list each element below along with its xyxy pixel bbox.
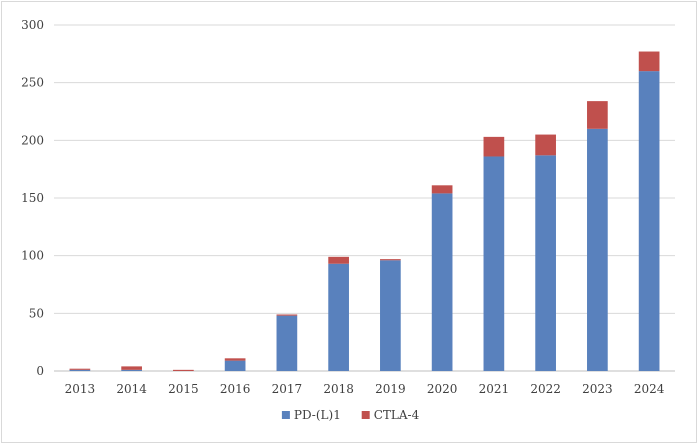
legend-swatch [281, 411, 290, 419]
bar-ctla-4-2016 [224, 358, 246, 361]
bar-ctla-4-2017 [276, 314, 298, 316]
bar-pd-l-1-2018 [328, 263, 349, 371]
x-tick-label: 2015 [168, 382, 199, 396]
bar-pd-l-1-2022 [535, 155, 556, 371]
y-axis: 0 50 100 150 200 250 300 [21, 18, 44, 378]
y-tick-label: 300 [21, 18, 44, 32]
bar-ctla-4-2019 [380, 259, 401, 261]
legend-label: PD-(L)1 [294, 408, 341, 422]
bar-ctla-4-2013 [69, 368, 91, 370]
x-tick-label: 2019 [375, 382, 406, 396]
y-tick-label: 100 [21, 249, 44, 263]
gridlines [54, 24, 675, 372]
x-axis: 2013 2014 2015 2016 2017 2018 2019 2020 2021 2022… [65, 382, 665, 396]
x-tick-label: 2021 [479, 382, 510, 396]
legend-label: CTLA-4 [374, 408, 420, 422]
bar-ctla-4-2022 [535, 134, 556, 156]
x-tick-label: 2020 [427, 382, 458, 396]
x-tick-label: 2016 [220, 382, 251, 396]
bar-ctla-4-2018 [328, 256, 349, 264]
x-tick-label: 2024 [634, 382, 665, 396]
bar-pd-l-1-2016 [224, 360, 246, 371]
x-tick-label: 2014 [116, 382, 147, 396]
x-tick-label: 2018 [323, 382, 354, 396]
y-tick-label: 50 [29, 306, 44, 320]
legend: PD-(L)1 CTLA-4 [281, 408, 420, 422]
bar-pd-l-1-2024 [638, 71, 660, 371]
bar-pd-l-1-2020 [431, 193, 453, 371]
bar-ctla-4-2014 [121, 366, 142, 370]
x-tick-label: 2013 [65, 382, 96, 396]
bars [69, 51, 660, 371]
bar-ctla-4-2023 [587, 101, 608, 129]
bar-pd-l-1-2017 [276, 315, 298, 371]
bar-ctla-4-2020 [431, 185, 453, 194]
y-tick-label: 250 [21, 76, 44, 90]
y-tick-label: 0 [36, 364, 44, 378]
bar-ctla-4-2024 [638, 51, 660, 72]
y-tick-label: 150 [21, 191, 44, 205]
bar-pd-l-1-2014 [121, 369, 142, 371]
bar-pd-l-1-2021 [483, 156, 505, 371]
bar-ctla-4-2015 [173, 369, 194, 371]
bar-ctla-4-2021 [483, 136, 505, 157]
x-tick-label: 2022 [530, 382, 561, 396]
legend-swatch [361, 411, 370, 419]
x-tick-label: 2023 [582, 382, 613, 396]
bar-pd-l-1-2019 [380, 260, 401, 371]
bar-pd-l-1-2013 [69, 369, 91, 371]
y-tick-label: 200 [21, 133, 44, 147]
x-tick-label: 2017 [272, 382, 303, 396]
bar-pd-l-1-2023 [587, 128, 608, 371]
